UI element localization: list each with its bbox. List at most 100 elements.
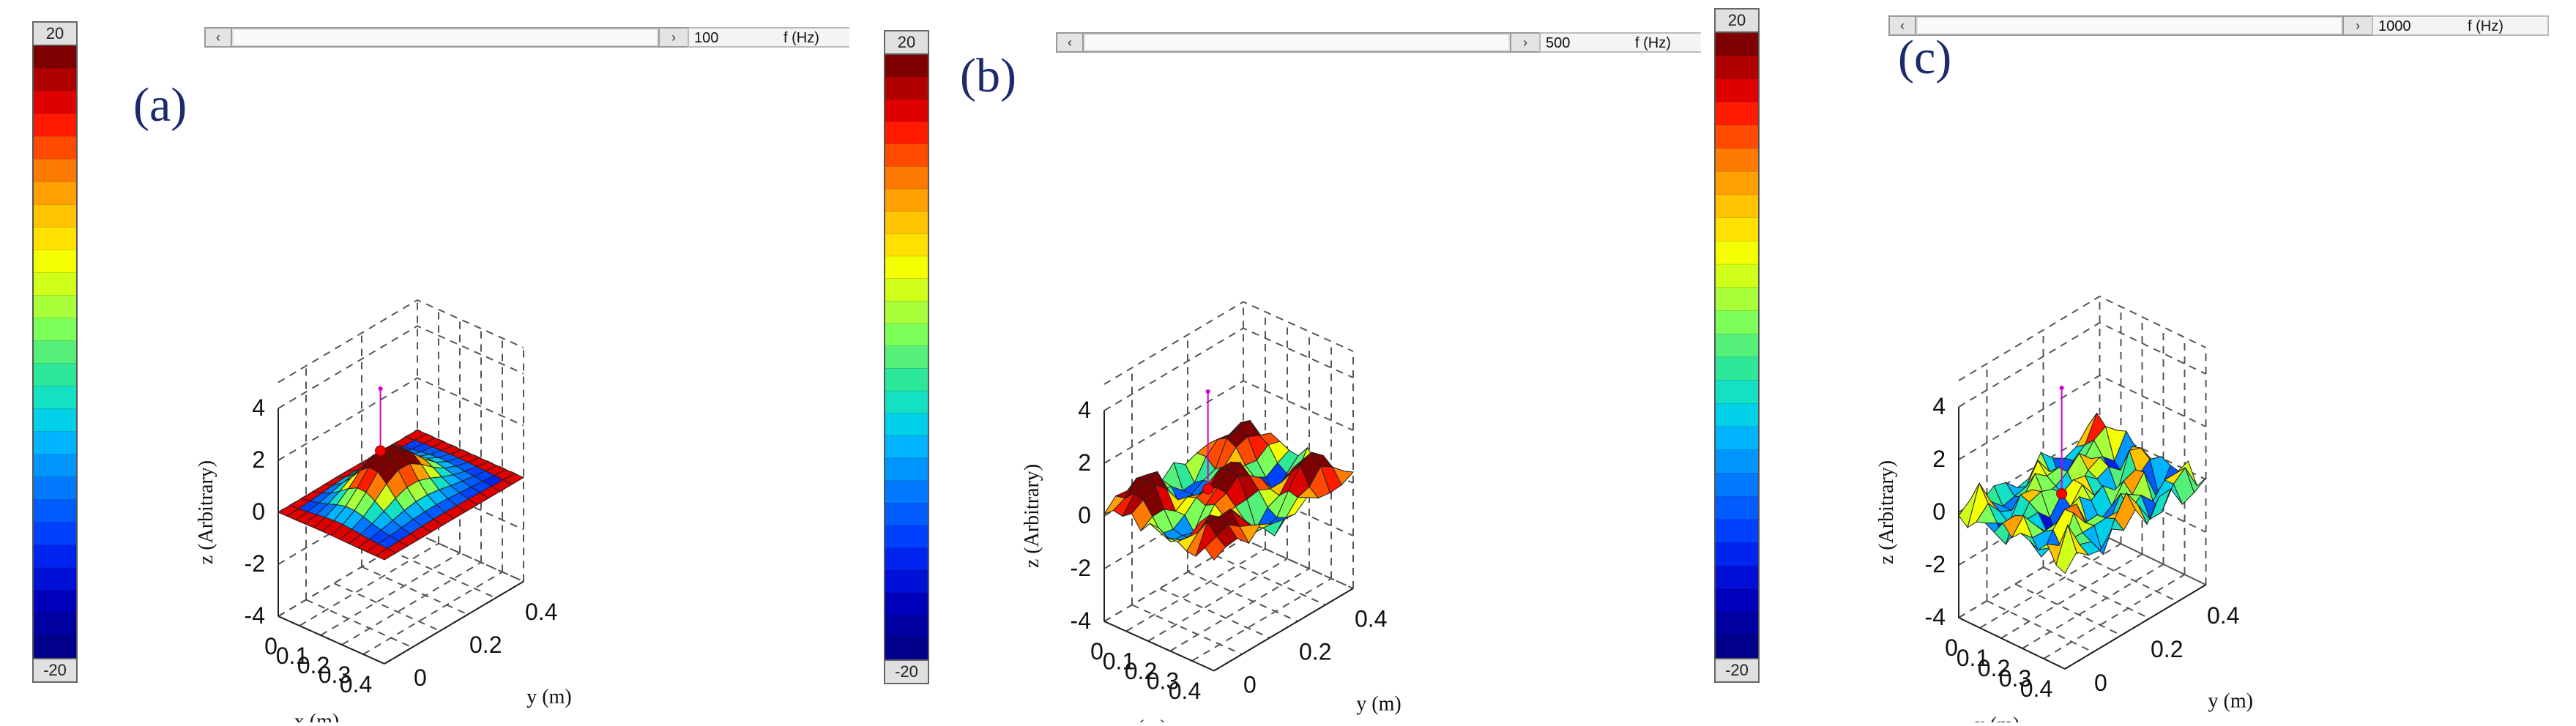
colorbar-segment [1714, 124, 1760, 149]
slider-thumb[interactable] [1084, 34, 1510, 51]
colorbar-segment [32, 522, 78, 546]
grid-line [1958, 321, 2206, 408]
surface-patch [374, 547, 397, 561]
z-tick-label: -2 [245, 550, 265, 577]
x-tick-label: 0.3 [319, 662, 351, 688]
frequency-slider[interactable]: ‹ › 1000 f (Hz) [1888, 15, 2549, 36]
frequency-field[interactable] [2372, 15, 2549, 36]
grid-line [2022, 564, 2164, 649]
grid-line [1103, 327, 1354, 411]
colorbar-segment [32, 544, 78, 569]
colorbar-min-label: -20 [895, 662, 918, 681]
colorbar-segment [32, 613, 78, 637]
colorbar-segment [884, 345, 929, 370]
slider-left-arrow-icon: ‹ [1900, 18, 1905, 33]
colorbar-min-label: -20 [1725, 661, 1749, 679]
x-tick-label: 0.1 [276, 643, 308, 669]
colorbar-min-label: -20 [43, 661, 67, 679]
surface-plot [1103, 419, 1355, 561]
grid-line [1103, 301, 1354, 385]
y-axis-label: y (m) [1356, 692, 1401, 715]
colorbar-segment [884, 323, 929, 347]
grid-line [362, 571, 503, 655]
slider-right-arrow-icon: › [671, 30, 676, 45]
colorbar-segment [32, 203, 78, 228]
frequency-value: 500 [1546, 35, 1570, 51]
z-tick-label: -4 [245, 602, 265, 629]
colorbar-segment [884, 413, 929, 437]
colorbar-segment [1714, 403, 1760, 427]
panel-a-svg: 20 -20 ‹ › 100 f (Hz) (a) 420-2-400.10.2… [32, 21, 1055, 726]
colorbar-segment [884, 166, 929, 190]
colorbar: 20 -20 [884, 30, 929, 684]
x-axis-label: x (m) [1122, 716, 1166, 722]
x-tick-label: 0.3 [1147, 668, 1179, 695]
z-tick-label: 0 [252, 498, 265, 525]
colorbar-segment [884, 637, 929, 661]
grid-line [1103, 538, 1354, 622]
slider-right-arrow-button[interactable] [2342, 15, 2373, 36]
source-point [2056, 488, 2068, 500]
x-tick-label: 0.2 [1978, 655, 2010, 681]
colorbar-segment [32, 272, 78, 296]
colorbar-segment [1714, 31, 1760, 56]
colorbar-segment [884, 547, 929, 572]
colorbar: 20 -20 [1714, 8, 1760, 683]
colorbar-segment [884, 121, 929, 145]
slider-left-arrow-button[interactable] [1056, 32, 1084, 53]
colorbar-segment [1714, 519, 1760, 544]
colorbar-segment [1714, 356, 1760, 381]
panel-b-svg: 20 -20 ‹ › 500 f (Hz) (b) 420-2-400.10.2… [884, 30, 1892, 726]
surface-plot [1958, 412, 2206, 575]
grid-line [2014, 583, 2122, 636]
colorbar-segment [1714, 542, 1760, 567]
grid-line [1979, 543, 2122, 629]
grid-line [417, 533, 524, 583]
colorbar-segment [884, 525, 929, 549]
colorbar-max-box[interactable] [1714, 8, 1760, 33]
colorbar-segment [884, 99, 929, 122]
source-tip [2059, 386, 2064, 391]
slider-thumb[interactable] [232, 29, 658, 46]
surface-patch [1204, 536, 1226, 561]
colorbar-segment [32, 408, 78, 433]
slider-right-arrow-button[interactable] [1510, 32, 1541, 53]
panel-tag: (c) [1898, 31, 1951, 84]
grid-line [333, 583, 441, 632]
colorbar-segment [1714, 101, 1760, 126]
x-tick-label: 0 [1945, 635, 1958, 661]
z-tick-label: -4 [1071, 607, 1091, 634]
slider-left-arrow-button[interactable] [1888, 15, 1916, 36]
colorbar-segment [32, 363, 78, 387]
colorbar-max-box[interactable] [884, 30, 929, 55]
grid-line [1169, 568, 1310, 652]
slider-right-arrow-button[interactable] [658, 27, 689, 48]
plot-panel-a: 20 -20 ‹ › 100 f (Hz) (a) 4 2 0 -2 -4 0 0.1 0.2… [0, 0, 1055, 726]
colorbar-min-box[interactable] [1714, 658, 1760, 683]
y-tick-label: 0.4 [2207, 602, 2239, 629]
y-tick-label: 0.2 [2151, 636, 2183, 662]
slider-thumb[interactable] [1916, 17, 2342, 34]
colorbar-min-box[interactable] [884, 659, 929, 684]
grid-line [299, 542, 439, 626]
colorbar-segment [884, 301, 929, 324]
z-tick-label: 2 [252, 446, 265, 473]
colorbar-segment [1714, 310, 1760, 335]
z-tick-label: -2 [1925, 551, 1946, 577]
x-tick-label: 0.2 [1125, 658, 1157, 684]
slider-left-arrow-button[interactable] [204, 27, 232, 48]
x-tick-label: 0 [264, 633, 278, 659]
grid-line [2043, 574, 2186, 659]
frequency-slider[interactable]: ‹ › 500 f (Hz) [1056, 32, 1892, 53]
colorbar-segment [1714, 380, 1760, 405]
y-tick-label: 0.2 [469, 632, 502, 658]
colorbar-segment [884, 390, 929, 414]
z-axis-label: z (Arbitrary) [1021, 464, 1043, 568]
frequency-slider[interactable]: ‹ › 100 f (Hz) [204, 27, 1055, 48]
surface-patch [2055, 523, 2077, 575]
x-axis-label: x (m) [1975, 714, 2020, 722]
colorbar-segment [1714, 148, 1760, 173]
source-marker [1202, 389, 1214, 495]
colorbar-min-box[interactable] [32, 658, 78, 683]
grid-line [1131, 604, 1243, 655]
